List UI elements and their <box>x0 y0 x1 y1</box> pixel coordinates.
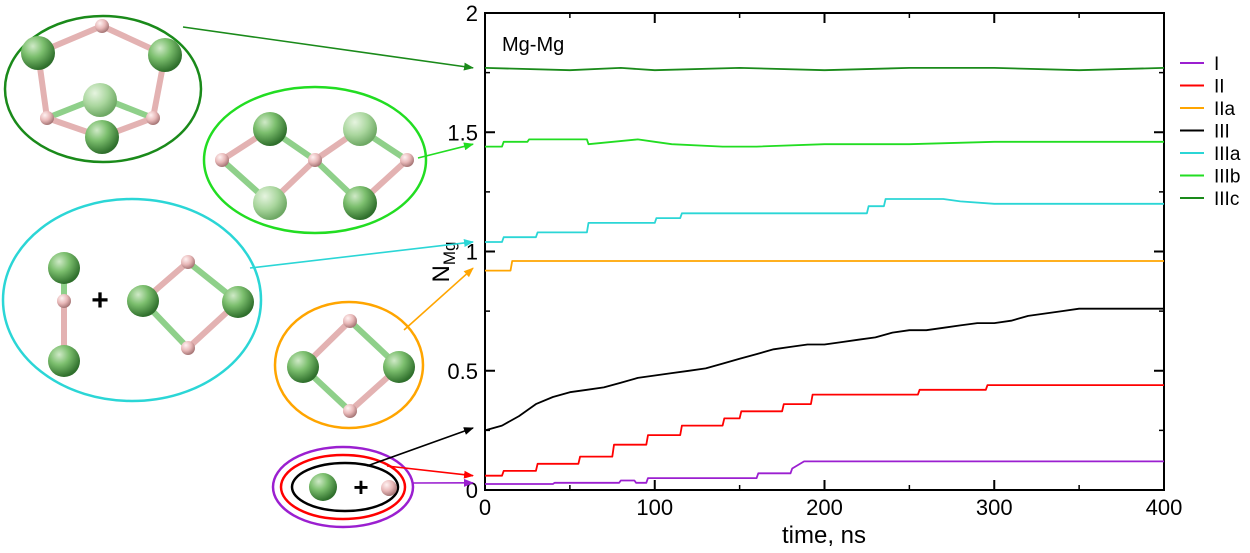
x-tick-label: 400 <box>1146 495 1183 520</box>
mg-atom <box>85 120 119 154</box>
legend-label-IIIc: IIIc <box>1214 189 1239 210</box>
mg-atom <box>21 36 55 70</box>
x-tick-label: 300 <box>976 495 1013 520</box>
plus-sign: + <box>91 284 109 317</box>
h-atom <box>381 480 397 496</box>
inset-IIIb <box>204 87 426 233</box>
y-tick-label: 1.5 <box>447 120 478 145</box>
svg-text:NMg: NMg <box>428 242 459 283</box>
legend-label-IIa: IIa <box>1214 99 1236 120</box>
x-axis-label: time, ns <box>782 522 866 548</box>
mg-atom <box>83 83 117 117</box>
legend-label-I: I <box>1214 54 1219 75</box>
mg-atom <box>253 186 287 220</box>
h-atom <box>343 314 357 328</box>
plus-sign: + <box>353 472 368 502</box>
y-tick-label: 2 <box>466 1 478 26</box>
mg-atom <box>343 112 377 146</box>
series-line-IIa <box>485 261 1164 271</box>
inset-I-II-III: + <box>273 447 413 527</box>
mg-atom <box>253 112 287 146</box>
legend-label-IIIa: IIIa <box>1214 144 1241 165</box>
mg-atom <box>309 473 337 501</box>
pointer-arrow-IIIc <box>183 27 473 68</box>
mg-atom <box>383 351 415 383</box>
chart-annotation: Mg-Mg <box>502 34 564 56</box>
legend-label-III: III <box>1214 122 1230 143</box>
h-atom <box>40 111 54 125</box>
h-atom <box>308 153 322 167</box>
series-layer <box>485 68 1164 484</box>
x-tick-label: 100 <box>636 495 673 520</box>
mg-atom <box>48 252 80 284</box>
y-axis-label-main: N <box>428 265 455 282</box>
h-atom <box>215 153 229 167</box>
mg-atom <box>48 345 80 377</box>
y-tick-label: 0 <box>466 478 478 503</box>
h-atom <box>181 255 195 269</box>
inset-IIIc <box>5 16 201 162</box>
h-atom <box>57 294 71 308</box>
series-line-IIIb <box>485 139 1164 146</box>
h-atom <box>146 111 160 125</box>
legend-label-II: II <box>1214 77 1225 98</box>
plot-frame <box>485 13 1164 490</box>
series-line-IIIa <box>485 199 1164 242</box>
h-atom <box>400 153 414 167</box>
inset-IIIa: + <box>3 199 261 401</box>
mg-atom <box>127 285 159 317</box>
mg-atom <box>222 286 254 318</box>
x-tick-label: 0 <box>479 495 491 520</box>
h-atom <box>181 341 195 355</box>
y-axis-label: NMg <box>428 242 459 283</box>
y-tick-label: 0.5 <box>447 359 478 384</box>
series-line-III <box>485 309 1164 431</box>
h-atom <box>343 404 357 418</box>
inset-IIa <box>275 302 423 428</box>
x-tick-label: 200 <box>806 495 843 520</box>
mg-atom <box>287 351 319 383</box>
pointer-arrow-III <box>367 428 473 466</box>
h-atom <box>95 19 109 33</box>
legend-label-IIIb: IIIb <box>1214 167 1240 188</box>
series-line-IIIc <box>485 68 1164 70</box>
mg-atom <box>148 38 182 72</box>
mg-atom <box>343 186 377 220</box>
